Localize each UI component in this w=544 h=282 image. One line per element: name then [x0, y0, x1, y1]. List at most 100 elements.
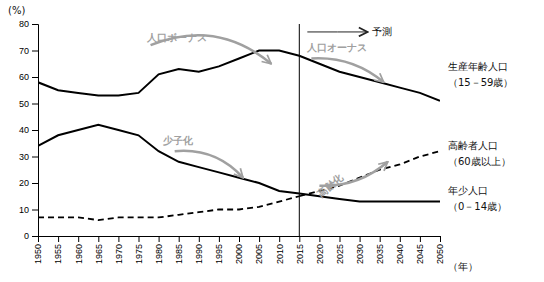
marks: [38, 24, 440, 236]
x-tick: 2015: [295, 236, 305, 264]
x-axis-line: [39, 237, 441, 243]
x-tick: 2025: [335, 236, 345, 264]
y-tick-label: 60: [19, 72, 29, 82]
x-tick-label: 2000: [234, 244, 244, 264]
x-tick-mark: [259, 236, 260, 242]
y-axis-line: [32, 25, 39, 237]
x-tick-mark: [58, 236, 59, 242]
series-line: [38, 196, 299, 220]
x-tick-label: 1960: [74, 244, 84, 264]
x-tick-mark: [98, 236, 99, 242]
series-line: [299, 56, 440, 101]
x-tick-mark: [159, 236, 160, 242]
line-label: （0－14歳）: [448, 201, 507, 212]
chart: 1950 1955 1960 1965 1970 1975 1980 1985 1990 1995…: [0, 0, 544, 282]
y-tick-label: 20: [19, 178, 29, 188]
x-tick-mark: [319, 236, 320, 242]
x-tick: 2045: [415, 236, 425, 264]
x-tick-label: 1970: [114, 244, 124, 264]
x-tick: 2035: [375, 236, 385, 264]
y-tick: 50: [19, 99, 38, 109]
x-tick: 1955: [53, 236, 63, 264]
x-tick: 1985: [174, 236, 184, 264]
x-tick: 2010: [275, 236, 285, 264]
y-axis-title: (%): [8, 5, 25, 16]
x-tick-mark: [299, 236, 300, 242]
y-tick-mark: [32, 104, 38, 105]
y-tick-mark: [32, 210, 38, 211]
x-tick: 1980: [154, 236, 164, 264]
line-label: 生産年齢人口: [448, 61, 508, 72]
x-tick-mark: [199, 236, 200, 242]
x-tick-mark: [118, 236, 119, 242]
x-tick-mark: [139, 236, 140, 242]
plot: 1950 1955 1960 1965 1970 1975 1980 1985 1990 1995…: [8, 5, 513, 272]
x-tick-label: 2050: [435, 244, 445, 264]
annotation: 人口オーナス: [306, 42, 367, 53]
x-tick-label: 2015: [295, 244, 305, 264]
y-tick-mark: [32, 157, 38, 158]
annotation-arrow: [307, 31, 367, 32]
x-tick-label: 2025: [335, 244, 345, 264]
y-tick: 10: [19, 205, 38, 215]
x-tick-mark: [380, 236, 381, 242]
y-tick-mark: [32, 51, 38, 52]
y-tick-label: 10: [19, 205, 29, 215]
x-tick-label: 1980: [154, 244, 164, 264]
y-tick: 80: [19, 19, 38, 29]
x-tick-label: 1975: [134, 244, 144, 264]
annotation-arrow: [175, 151, 243, 178]
y-tick-label: 70: [19, 46, 29, 56]
line-label: 高齢者人口: [448, 140, 498, 151]
x-tick: 1960: [74, 236, 84, 264]
x-tick-mark: [420, 236, 421, 242]
x-tick: 1975: [134, 236, 144, 264]
line-label: （15－59歳）: [448, 77, 513, 88]
y-tick-label: 40: [19, 125, 29, 135]
y-tick-mark: [32, 236, 38, 237]
x-tick-mark: [360, 236, 361, 242]
x-tick-label: 1950: [33, 244, 43, 264]
x-tick: 2000: [234, 236, 244, 264]
y-tick-mark: [32, 183, 38, 184]
x-tick: 1995: [214, 236, 224, 264]
x-tick-label: 1985: [174, 244, 184, 264]
x-tick-label: 1965: [94, 244, 104, 264]
y-tick-label: 0: [24, 231, 29, 241]
annotation: 高齢化: [315, 171, 346, 199]
x-tick-label: 2045: [415, 244, 425, 264]
x-tick-mark: [440, 236, 441, 242]
annotation: 人口ボーナス: [146, 32, 207, 43]
x-tick-label: 2020: [315, 244, 325, 264]
x-tick-label: 1995: [214, 244, 224, 264]
y-tick-mark: [32, 24, 38, 25]
y-tick: 30: [19, 152, 38, 162]
x-tick: 2050: [435, 236, 445, 264]
forecast-line: [299, 24, 300, 236]
x-tick-label: 2040: [395, 244, 405, 264]
x-tick: 2030: [355, 236, 365, 264]
x-tick-mark: [340, 236, 341, 242]
series-line: [38, 51, 299, 96]
x-tick-mark: [78, 236, 79, 242]
x-tick-mark: [179, 236, 180, 242]
y-axis: 0 10 20 30 40 50 60 70 80: [19, 19, 39, 241]
y-tick: 0: [24, 231, 38, 241]
x-tick-mark: [279, 236, 280, 242]
x-tick: 2020: [315, 236, 325, 264]
x-axis: 1950 1955 1960 1965 1970 1975 1980 1985 1990 1995…: [33, 236, 445, 264]
series-line: [38, 125, 299, 194]
y-tick: 40: [19, 125, 38, 135]
x-tick: 1950: [33, 236, 43, 264]
x-tick-mark: [219, 236, 220, 242]
annotations: 生産年齢人口（15－59歳）高齢者人口（60歳以上）年少人口（0－14歳）予測人…: [146, 26, 514, 212]
annotation: 少子化: [162, 135, 194, 146]
line-label: 年少人口: [448, 185, 488, 196]
x-tick: 2040: [395, 236, 405, 264]
x-tick-label: 2030: [355, 244, 365, 264]
annotation-arrow: [311, 58, 383, 82]
x-tick: 1965: [94, 236, 104, 264]
x-tick: 2005: [254, 236, 264, 264]
y-tick-label: 50: [19, 99, 29, 109]
x-tick: 1990: [194, 236, 204, 264]
